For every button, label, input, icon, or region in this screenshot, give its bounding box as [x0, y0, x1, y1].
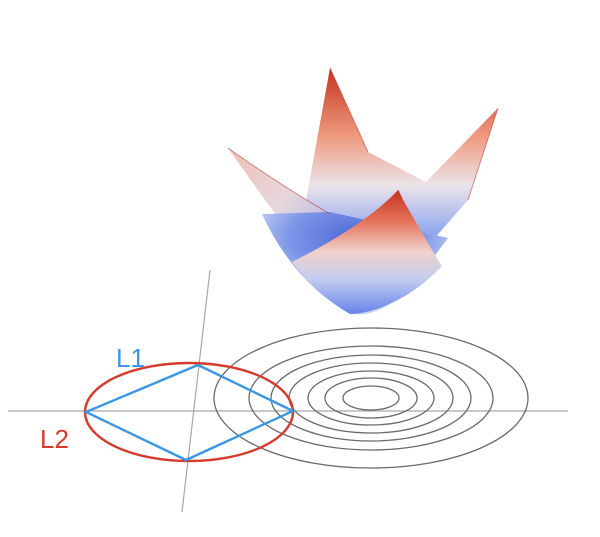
l2-label: L2: [40, 424, 69, 454]
contour-ring: [270, 354, 472, 442]
l1-label: L1: [116, 343, 145, 373]
y-axis: [181, 269, 211, 513]
surface-outline: [227, 67, 499, 215]
axes: [8, 269, 568, 513]
loss-surface: [227, 67, 499, 315]
contour-ring: [324, 377, 418, 419]
contour-ring: [288, 362, 454, 434]
l1-constraint-diamond: [83, 363, 296, 462]
contour-ring: [342, 385, 400, 411]
contour-ring: [213, 327, 529, 469]
surface-front-fold: [292, 190, 442, 314]
surface-back-sheet: [305, 68, 498, 263]
contour-ring: [248, 345, 494, 451]
contour-ring: [307, 370, 435, 426]
